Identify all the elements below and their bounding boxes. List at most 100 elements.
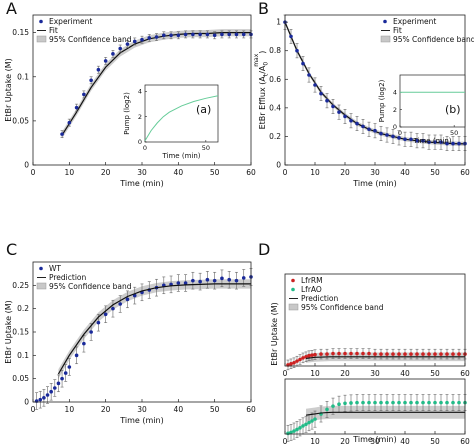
panel-b-ylabel-part: /A [258, 65, 267, 74]
panel-b-inset-xtick-label: 50 [450, 129, 458, 137]
panel-a-experiment-point [227, 32, 231, 37]
panel-c-wt-point [241, 276, 246, 280]
panel-b-xtick-label: 10 [310, 168, 320, 177]
panel-b-experiment-point [391, 134, 395, 139]
panel-a-inset-ytick-label: 0 [138, 138, 142, 146]
panel-b-experiment-point [313, 83, 317, 87]
panel-d-sub1-lfrrm-point [439, 352, 443, 356]
panel-b-experiment-point [409, 137, 413, 142]
panel-c-wt-point [38, 397, 43, 402]
panel-c-xtick-label: 50 [210, 405, 220, 414]
panel-d-sub2-lfrao-point [313, 417, 317, 421]
panel-c-legend-label: 95% Confidence band [49, 282, 132, 291]
panel-c: C 0 10 20 30 40 50 60 0 0.05 0.1 0.15 0.2 0.25 Time (m… [4, 240, 256, 425]
panel-d-sub1-lfrrm-point [391, 352, 395, 356]
panel-c-wt-point [191, 278, 195, 283]
panel-c-confidence-band [58, 279, 252, 379]
panel-b-experiment-point [427, 140, 431, 144]
panel-c-ytick-label: 0.2 [17, 304, 29, 313]
panel-c-wt-point [176, 281, 181, 285]
panel-c-wt-point [205, 277, 210, 282]
panel-b-experiment-point [403, 137, 407, 142]
panel-c-xlabel: Time (min) [119, 416, 163, 425]
panel-a-experiment-point [154, 35, 159, 39]
panel-c-xtick-label: 30 [137, 405, 147, 414]
panel-a-inset-xtick-label: 50 [202, 144, 210, 152]
panel-c-xtick-label: 40 [174, 405, 184, 414]
panel-d-sub1-lfrrm-point [349, 351, 353, 356]
panel-d-legend-label: LfrRM [301, 276, 323, 285]
panel-d-legend-marker [288, 303, 299, 311]
panel-d-sub1-lfrrm-point [367, 351, 371, 356]
panel-a-inset-xlabel: Time (min) [161, 152, 200, 160]
panel-c-legend-marker [39, 266, 43, 271]
panel-c-wt-point [82, 341, 86, 346]
panel-b-ylabel-part: EtBr Efflux (A [258, 76, 267, 130]
panel-b-inset-ytick-label: 2 [393, 106, 397, 114]
panel-c-wt-point [67, 365, 72, 369]
panel-b-inset-xlabel: Time (min) [412, 137, 451, 145]
panel-a-experiment-point [212, 33, 217, 38]
panel-a-legend-label: 95% Confidence band [49, 35, 132, 44]
panel-a-experiment-point [103, 59, 108, 63]
panel-b-experiment-point [307, 73, 311, 77]
panel-c-wt-point [212, 278, 217, 283]
panel-b-experiment-point [343, 114, 347, 119]
panel-b-experiment-point [457, 141, 461, 146]
panel-a-experiment-point [111, 52, 115, 56]
panel-d-sub2-lfrao-point [301, 424, 305, 428]
panel-b-experiment-point [301, 61, 305, 66]
panel-a-experiment-point [60, 132, 64, 136]
panel-b-xtick-label: 20 [340, 168, 350, 177]
panel-b-ytick-label: 0.8 [269, 46, 281, 55]
panel-c-wt-point [198, 279, 202, 284]
panel-d-sub1-lfrrm-point [319, 352, 323, 356]
panel-a-experiment-point [198, 32, 202, 37]
panel-a-ylabel: EtBr Uptake (M) [4, 58, 13, 121]
panel-a-xtick-label: 30 [137, 168, 147, 177]
panel-d-sub2-lfrao-point [331, 404, 335, 408]
panel-b-inset-letter: (b) [445, 103, 461, 116]
panel-c-ytick-label: 0.25 [12, 281, 29, 290]
panel-b-experiment-point [331, 104, 335, 109]
panel-a-experiment-point [169, 33, 173, 38]
panel-d-sub2-lfrao-point [379, 400, 383, 405]
panel-b-xtick-label: 0 [283, 168, 288, 177]
panel-d-sub2-lfrao-point [325, 407, 329, 412]
panel-d-sub1-lfrrm-point [397, 352, 401, 356]
panel-c-wt-point [111, 306, 115, 311]
panel-a-ytick-label: 0.15 [12, 28, 29, 37]
panel-d-sub2-lfrao-point [421, 400, 425, 405]
panel-c-letter: C [6, 240, 17, 259]
panel-d-sub1-lfrrm-point [289, 362, 293, 366]
panel-d-sub1-lfrrm-point [409, 352, 413, 356]
panel-a-experiment-point [118, 46, 122, 51]
panel-d-sub1-lfrrm-point [451, 352, 455, 356]
panel-d-sub1-lfrrm-point [421, 352, 425, 356]
panel-d-sub2-lfrao-point [304, 422, 308, 427]
panel-d-sub1-xtick-label: 60 [460, 369, 470, 378]
panel-d-sub2-xtick-label: 40 [400, 437, 410, 446]
panel-c-wt-point [74, 353, 79, 358]
panel-d-sub2-lfrao-point [343, 401, 347, 406]
panel-b-experiment-point [319, 91, 323, 96]
panel-b-experiment-point [439, 140, 443, 144]
panel-b-legend-label: Fit [393, 26, 402, 35]
panel-d-sub1-xtick-label: 40 [400, 369, 410, 378]
panel-b-ylabel-part: max [253, 53, 260, 67]
panel-a-inset-ylabel: Pump (log2) [123, 92, 131, 135]
panel-d-sub2-lfrao-point [391, 400, 395, 405]
panel-d-sub2-lfrao-point [385, 400, 389, 405]
panel-d-sub2-lfrao-point [367, 400, 371, 405]
panel-d-sub2-xtick-label: 30 [370, 437, 380, 446]
panel-c-wt-point [103, 312, 108, 317]
panel-d-sub2-xtick-label: 0 [283, 437, 288, 446]
panel-d-sub2-xtick-label: 50 [430, 437, 440, 446]
panel-d-sub2-lfrao-point [445, 400, 449, 405]
panel-b-xtick-label: 40 [400, 168, 410, 177]
panel-c-ytick-label: 0.1 [17, 351, 29, 360]
panel-a-experiment-point [162, 33, 166, 38]
panel-d-sub1-lfrrm-point [361, 351, 365, 356]
panel-b-ytick-label: 0.2 [269, 132, 281, 141]
panel-b-ylabel-part: ) [258, 51, 267, 54]
